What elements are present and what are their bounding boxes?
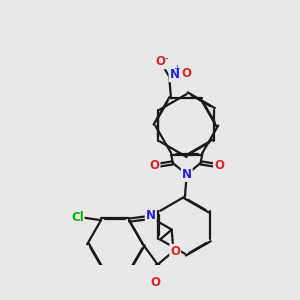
Text: -: - <box>164 53 168 63</box>
Text: +: + <box>173 64 180 74</box>
Text: N: N <box>146 209 156 222</box>
Text: Cl: Cl <box>71 211 84 224</box>
Text: N: N <box>182 168 192 181</box>
Text: O: O <box>170 245 180 258</box>
Text: O: O <box>214 159 224 172</box>
Text: N: N <box>169 68 179 81</box>
Text: O: O <box>150 276 160 289</box>
Text: O: O <box>149 159 160 172</box>
Text: O: O <box>155 56 166 68</box>
Text: O: O <box>181 67 191 80</box>
